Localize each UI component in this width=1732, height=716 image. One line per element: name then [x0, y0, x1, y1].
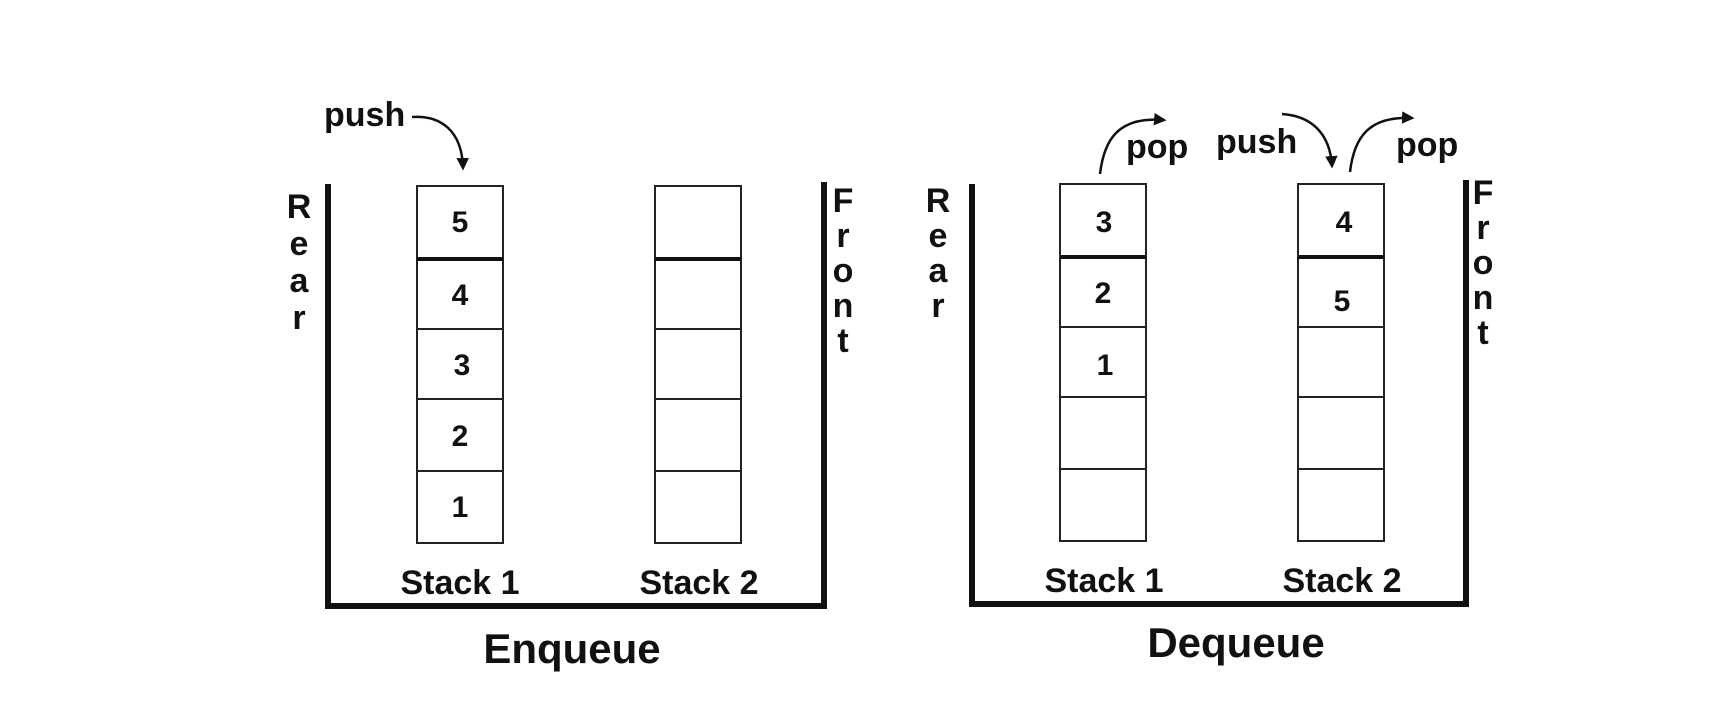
enqueue-stack1: 5 4 3 2 1 Stack 1 [400, 185, 520, 602]
stack-cell [416, 470, 504, 544]
dequeue-stack2: 4 5 Stack 2 [1282, 183, 1402, 600]
cell-value: 1 [452, 491, 469, 524]
stack-cell [654, 258, 742, 330]
stack-cell [1059, 468, 1147, 542]
cell-value: 4 [452, 279, 469, 312]
push-label: push [1216, 123, 1297, 161]
stack-cell [1059, 256, 1147, 328]
pop-label: pop [1126, 128, 1188, 166]
enqueue-container [325, 182, 827, 609]
cell-value: 2 [452, 420, 469, 453]
stack-cell [654, 185, 742, 260]
stack-cell [1059, 396, 1147, 470]
stack-cell [1297, 468, 1385, 542]
cell-value: 3 [454, 349, 471, 382]
stack-cell [416, 398, 504, 472]
cell-value: 2 [1095, 277, 1112, 310]
pop-arrow [1098, 112, 1167, 175]
stack-cell [1297, 183, 1385, 258]
stack-label: Stack 2 [639, 564, 758, 602]
stack-cell [416, 258, 504, 330]
enqueue-title: Enqueue [483, 625, 660, 672]
cell-value: 5 [1334, 285, 1351, 318]
push-arrow [1281, 112, 1338, 169]
stack-label: Stack 1 [1044, 562, 1163, 600]
push-arrow [411, 115, 469, 171]
stack-cell [654, 470, 742, 544]
cell-value: 5 [452, 206, 469, 239]
pop-arrow [1348, 111, 1415, 173]
dequeue-title: Dequeue [1147, 619, 1324, 666]
cell-value: 1 [1097, 349, 1114, 382]
stack-label: Stack 1 [400, 564, 519, 602]
stack-cell [416, 185, 504, 260]
dequeue-stack1: 3 2 1 Stack 1 [1044, 183, 1164, 600]
enqueue-stack2: Stack 2 [639, 185, 759, 602]
stack-label: Stack 2 [1282, 562, 1401, 600]
stack-cell [654, 398, 742, 472]
stack-cell [1059, 183, 1147, 258]
stack-cell [1297, 326, 1385, 398]
cell-value: 4 [1336, 206, 1353, 239]
push-label: push [324, 96, 405, 134]
stack-cell [654, 328, 742, 400]
cell-value: 3 [1096, 206, 1113, 239]
stack-cell [1297, 396, 1385, 470]
pop-label: pop [1396, 126, 1458, 164]
dequeue-container [969, 180, 1469, 607]
